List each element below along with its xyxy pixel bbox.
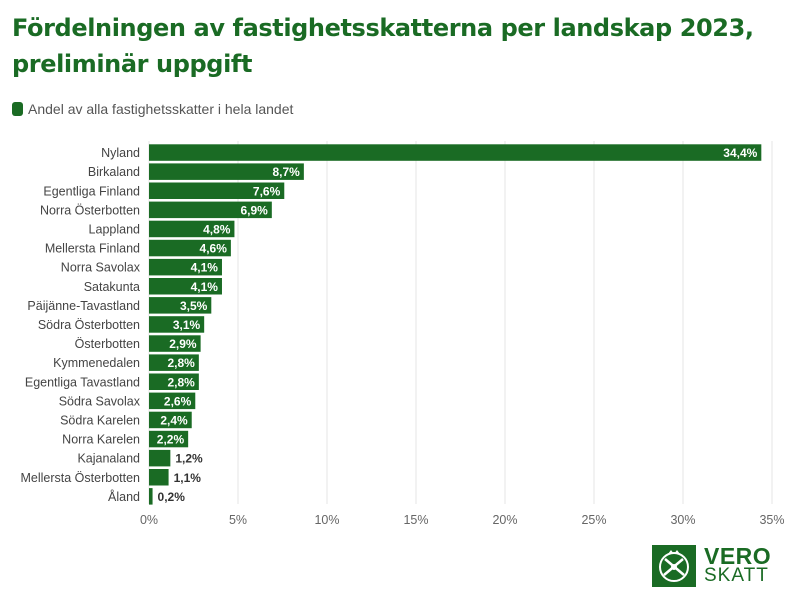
bar — [149, 430, 189, 448]
x-tick-label: 15% — [403, 513, 428, 527]
legend-label: Andel av alla fastighetsskatter i hela l… — [28, 101, 294, 117]
category-label: Norra Österbotten — [40, 203, 140, 217]
category-label: Nyland — [101, 146, 140, 160]
bar — [149, 220, 235, 238]
x-tick-label: 5% — [229, 513, 247, 527]
bar — [149, 163, 304, 180]
category-label: Kymmenedalen — [53, 356, 140, 370]
x-tick-label: 10% — [314, 513, 339, 527]
bar — [149, 201, 272, 219]
value-label: 3,5% — [180, 299, 208, 313]
value-label: 2,8% — [167, 375, 195, 389]
x-tick-label: 0% — [140, 513, 158, 527]
x-tick-label: 35% — [759, 513, 784, 527]
value-label: 6,9% — [240, 203, 268, 217]
category-label: Satakunta — [84, 280, 140, 294]
bar — [149, 411, 192, 429]
vero-emblem-icon — [652, 545, 696, 587]
bar — [149, 392, 196, 410]
value-label: 2,6% — [164, 394, 192, 408]
bar — [149, 354, 199, 371]
category-label: Egentliga Finland — [43, 184, 140, 198]
category-label: Mellersta Österbotten — [21, 471, 141, 485]
category-label: Norra Karelen — [62, 433, 140, 447]
value-label: 4,6% — [200, 242, 228, 256]
bar — [149, 182, 285, 199]
bar — [149, 449, 171, 467]
x-tick-label: 20% — [492, 513, 517, 527]
bar — [149, 373, 199, 390]
value-label: 8,7% — [273, 165, 301, 179]
value-label: 4,8% — [203, 222, 231, 236]
category-label: Kajanaland — [77, 452, 140, 466]
category-label: Mellersta Finland — [45, 242, 140, 256]
bar — [149, 316, 205, 333]
x-tick-label: 30% — [670, 513, 695, 527]
bar — [149, 335, 201, 352]
vero-logo: VERO SKATT — [652, 543, 786, 587]
value-label: 2,4% — [160, 413, 188, 427]
bar — [149, 239, 231, 257]
value-label: 2,8% — [167, 356, 195, 370]
category-label: Södra Savolax — [59, 394, 141, 408]
value-label: 7,6% — [253, 184, 281, 198]
bar — [149, 297, 212, 314]
value-label: 1,2% — [175, 452, 203, 466]
category-label: Norra Savolax — [61, 261, 141, 275]
value-label: 1,1% — [174, 471, 202, 485]
logo-text-skatt: SKATT — [704, 565, 769, 586]
category-label: Södra Österbotten — [38, 318, 140, 332]
x-tick-label: 25% — [581, 513, 606, 527]
logo-text-vero: VERO — [704, 543, 772, 569]
category-label: Åland — [108, 489, 140, 504]
bar — [149, 144, 762, 161]
category-label: Päijänne-Tavastland — [27, 299, 140, 313]
category-label: Lappland — [89, 222, 140, 236]
legend: Andel av alla fastighetsskatter i hela l… — [12, 100, 293, 118]
value-label: 34,4% — [723, 146, 757, 160]
bar — [149, 488, 153, 505]
bar — [149, 278, 222, 295]
category-label: Österbotten — [75, 337, 140, 351]
category-label: Birkaland — [88, 165, 140, 179]
chart-title: Fördelningen av fastighetsskatterna per … — [12, 14, 754, 78]
value-label: 2,2% — [157, 433, 185, 447]
category-label: Egentliga Tavastland — [25, 375, 140, 389]
value-label: 4,1% — [191, 280, 219, 294]
value-label: 4,1% — [191, 261, 219, 275]
value-label: 3,1% — [173, 318, 201, 332]
legend-swatch — [12, 102, 23, 116]
bar — [149, 469, 169, 486]
value-label: 2,9% — [169, 337, 197, 351]
bar — [149, 258, 222, 276]
value-label: 0,2% — [158, 490, 186, 504]
category-label: Södra Karelen — [60, 413, 140, 427]
